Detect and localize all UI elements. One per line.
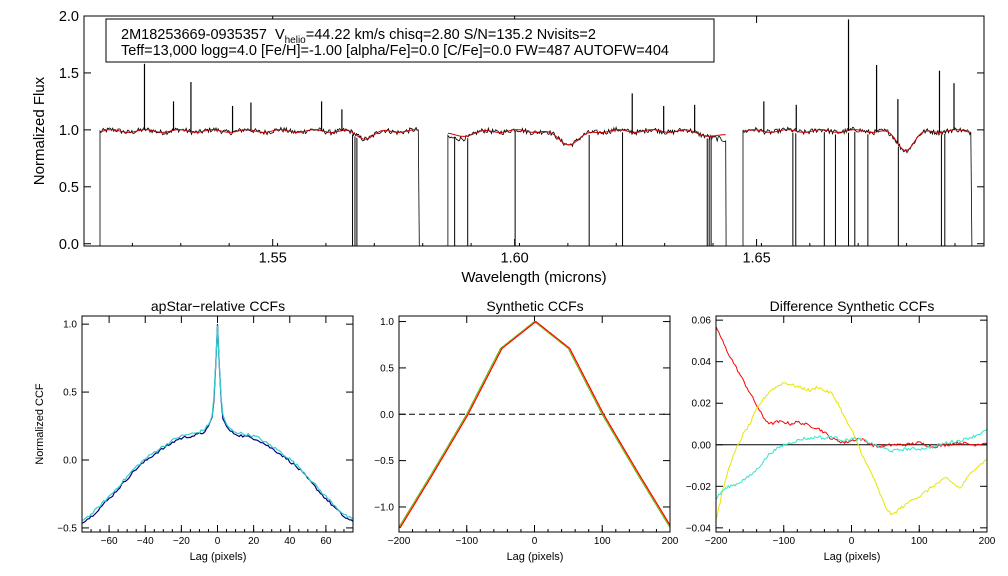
difference-ccf-ytick-label: 0.04	[692, 357, 712, 368]
spectrum-y-label: Normalized Flux	[31, 76, 48, 185]
difference-ccf-line	[715, 326, 988, 449]
vhelio-subscript: helio	[285, 35, 307, 46]
difference-ccf-data	[715, 326, 988, 520]
difference-ccf-line	[715, 428, 988, 500]
spectrum-ytick-label: 1.0	[59, 123, 79, 139]
apstar-ccf-ticks: −60 −40 −20 0 20 40 60 −0.5 0.0 0.5 1.0	[57, 316, 354, 547]
info-line-1-values: =44.22 km/s chisq=2.80 S/N=135.2 Nvisits…	[306, 27, 596, 43]
spectrum-panel: 1.55 1.60 1.65 0.0 0.5 1.0 1.5 2.0 2M18253669-0…	[31, 9, 985, 286]
difference-ccf-xtick-label: 100	[911, 536, 928, 547]
difference-ccf-ytick-label: −0.04	[686, 523, 712, 534]
apstar-ccf-ytick-label: −0.5	[57, 523, 77, 534]
apstar-ccf-xtick-label: 0	[215, 536, 221, 547]
apstar-ccf-xtick-label: 60	[320, 536, 332, 547]
object-id: 2M18253669-0935357	[121, 27, 267, 43]
apstar-ccf-data	[81, 324, 354, 524]
spectrum-x-label: Wavelength (microns)	[461, 269, 606, 286]
apstar-ccf-line	[81, 325, 354, 521]
spectrum-ytick-label: 1.5	[59, 66, 79, 82]
spectrum-ytick-label: 2.0	[59, 9, 79, 25]
vhelio-label: V	[275, 27, 285, 43]
synthetic-ccf-line	[399, 320, 671, 528]
synthetic-ccf-ytick-label: 1.0	[380, 317, 394, 328]
synthetic-ccf-frame	[398, 315, 671, 533]
apstar-ccf-xtick-label: −60	[101, 536, 118, 547]
difference-ccf-xtick-label: −200	[705, 536, 728, 547]
synthetic-ccf-xtick-label: −100	[455, 536, 478, 547]
spectrum-ytick-label: 0.5	[59, 180, 79, 196]
synthetic-ccf-ytick-label: 0.5	[380, 363, 394, 374]
difference-ccf-title: Difference Synthetic CCFs	[770, 298, 935, 314]
apstar-ccf-x-label: Lag (pixels)	[190, 551, 247, 563]
difference-ccf-ytick-label: 0.00	[692, 440, 712, 451]
info-line-1: 2M18253669-0935357 Vhelio=44.22 km/s chis…	[121, 27, 596, 46]
apstar-ccf-ytick-label: 1.0	[63, 320, 77, 331]
apstar-ccf-xtick-label: 20	[248, 536, 260, 547]
synthetic-ccf-title: Synthetic CCFs	[486, 298, 583, 314]
spectrum-frame	[83, 15, 985, 247]
spectrum-xtick-label: 1.55	[259, 251, 287, 267]
synthetic-ccf-xtick-label: 100	[594, 536, 611, 547]
synthetic-ccf-ytick-label: −0.5	[374, 456, 394, 467]
apstar-ccf-ytick-label: 0.5	[63, 388, 77, 399]
apstar-ccf-xtick-label: −20	[173, 536, 190, 547]
apstar-ccf-ytick-label: 0.0	[63, 456, 77, 467]
difference-ccf-x-label: Lag (pixels)	[824, 551, 881, 563]
apstar-ccf-panel: apStar−relative CCFs −60 −40 −20 0 20 40 60 −0.…	[34, 298, 354, 563]
spectrum-observed-line	[742, 126, 973, 247]
difference-ccf-ytick-label: 0.06	[692, 316, 712, 327]
difference-ccf-ytick-label: 0.02	[692, 399, 712, 410]
synthetic-ccf-xtick-label: −200	[388, 536, 411, 547]
difference-ccf-xtick-label: −100	[772, 536, 795, 547]
apstar-ccf-line	[81, 324, 354, 524]
info-line-2: Teff=13,000 logg=4.0 [Fe/H]=-1.00 [alpha…	[121, 43, 669, 59]
spectrum-model-line	[99, 129, 419, 140]
apstar-ccf-xtick-label: −40	[137, 536, 154, 547]
spectrum-xtick-label: 1.60	[501, 251, 529, 267]
difference-ccf-ticks: −200 −100 0 100 200 −0.04 −0.02 0.00 0.02 0.04 0.0…	[686, 316, 996, 547]
synthetic-ccf-ticks: −200 −100 0 100 200 −1.0 −0.5 0.0 0.5 1.0	[374, 316, 679, 547]
difference-ccf-ytick-label: −0.02	[686, 482, 712, 493]
difference-ccf-panel: Difference Synthetic CCFs −200 −100 0 100 20…	[686, 298, 996, 563]
spectrum-data	[99, 19, 973, 247]
synthetic-ccf-x-label: Lag (pixels)	[507, 551, 564, 563]
synthetic-ccf-line	[398, 320, 671, 528]
apstar-ccf-frame	[81, 315, 354, 533]
synthetic-ccf-ytick-label: −1.0	[374, 502, 394, 513]
spectrum-ticks: 1.55 1.60 1.65 0.0 0.5 1.0 1.5 2.0	[59, 9, 984, 267]
spectrum-observed-line	[447, 126, 727, 247]
difference-ccf-frame	[715, 315, 988, 533]
spectrum-info-box	[105, 18, 715, 63]
synthetic-ccf-line	[398, 321, 671, 528]
synthetic-ccf-xtick-label: 200	[662, 536, 679, 547]
difference-ccf-xtick-label: 200	[979, 536, 996, 547]
apstar-ccf-xtick-label: 40	[284, 536, 296, 547]
spectrum-model-line	[447, 129, 726, 146]
synthetic-ccf-panel: Synthetic CCFs −200 −100 0 100 200 −1.0 −0.5 0.…	[374, 298, 679, 563]
difference-ccf-line	[715, 382, 988, 520]
synthetic-ccf-xtick-label: 0	[532, 536, 538, 547]
spectrum-xtick-label: 1.65	[742, 251, 770, 267]
spectrum-observed-line	[99, 126, 420, 247]
apstar-ccf-y-label: Normalized CCF	[34, 383, 46, 465]
synthetic-ccf-data	[398, 320, 671, 528]
spectrum-ytick-label: 0.0	[59, 237, 79, 253]
synthetic-ccf-ytick-label: 0.0	[380, 410, 394, 421]
apstar-ccf-title: apStar−relative CCFs	[151, 298, 285, 314]
spectrum-model-line	[742, 129, 971, 152]
difference-ccf-xtick-label: 0	[849, 536, 855, 547]
